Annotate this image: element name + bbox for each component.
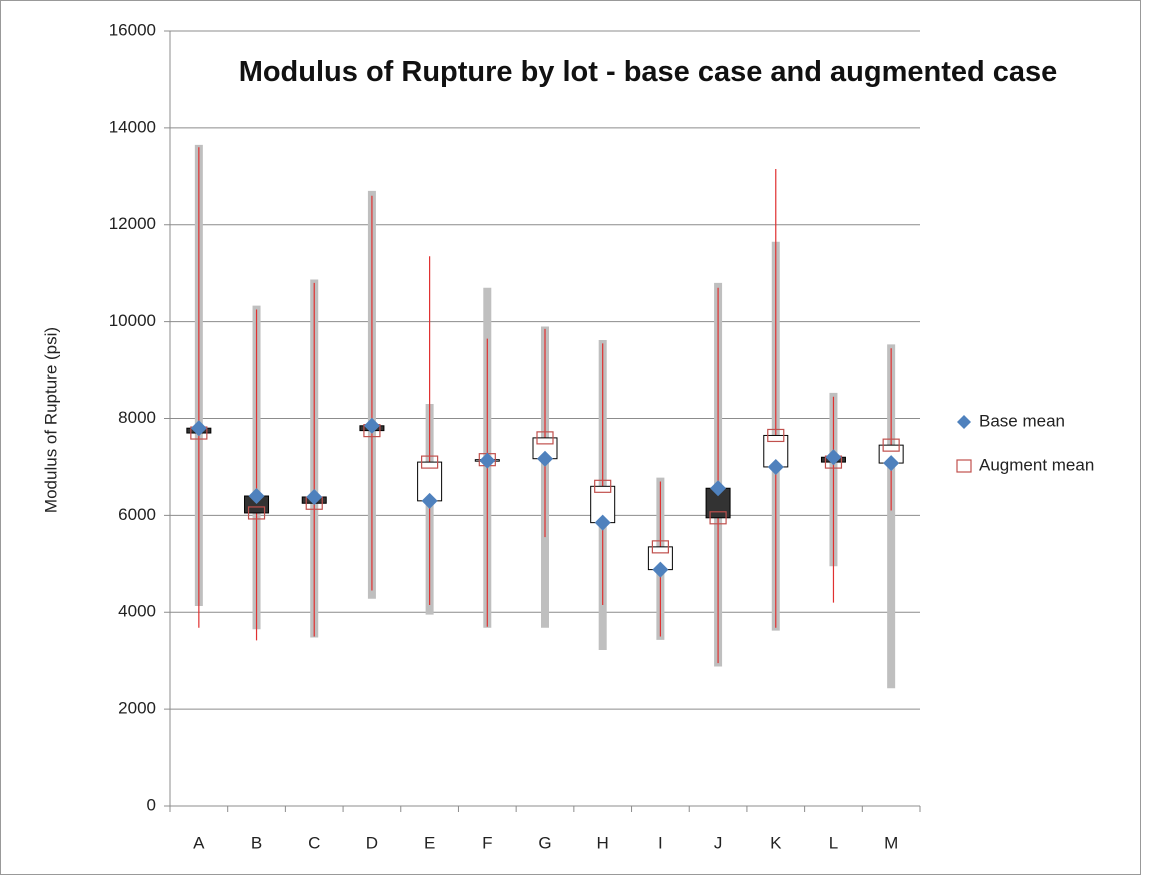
legend-label: Base mean [979,411,1065,430]
legend-label: Augment mean [979,455,1094,474]
x-tick-label: C [308,833,320,852]
base-mean-marker [537,450,553,467]
base-mean-marker [421,492,438,509]
x-tick-label: E [424,833,435,852]
x-tick-label: F [482,833,492,852]
y-axis-label: Modulus of Rupture (psi) [41,327,60,513]
augment-mean-marker [709,511,727,525]
y-tick-label: 14000 [109,117,156,136]
x-tick-label: G [538,833,551,852]
y-tick-label: 2000 [118,699,156,718]
base-mean-marker [479,452,496,469]
x-tick-label: J [714,833,723,852]
base-mean-marker [767,458,784,475]
x-tick-label: K [770,833,782,852]
x-tick-label: B [251,833,262,852]
augment-mean-marker [882,438,900,452]
y-tick-label: 4000 [118,602,156,621]
y-tick-label: 16000 [109,20,156,39]
augment-mean-marker [767,428,785,443]
base-mean-marker [190,420,207,437]
augment-mean-marker [536,431,554,445]
base-mean-marker [883,455,900,472]
base-mean-marker [248,488,265,504]
y-tick-label: 0 [147,795,156,814]
x-tick-label: I [658,833,663,852]
base-mean-marker [306,488,323,505]
y-tick-label: 12000 [109,214,156,233]
x-tick-label: L [829,833,838,852]
augment-mean-marker [594,479,612,493]
x-tick-label: D [366,833,378,852]
x-tick-label: M [884,833,898,852]
base-mean-marker [594,514,611,531]
y-tick-label: 6000 [118,505,156,524]
base-mean-marker [652,561,669,578]
base-mean-marker [825,449,842,466]
legend-marker [957,415,971,429]
x-tick-label: A [193,833,205,852]
y-tick-label: 8000 [118,408,156,427]
base-mean-marker [363,417,380,434]
augment-mean-marker [421,455,439,469]
legend-marker [956,459,972,473]
y-tick-label: 10000 [109,311,156,330]
chart-title: Modulus of Rupture by lot - base case an… [238,56,1058,88]
base-mean-marker [710,480,727,497]
augment-mean-marker [651,540,669,554]
x-tick-label: H [597,833,609,852]
augment-mean-marker [247,506,266,520]
